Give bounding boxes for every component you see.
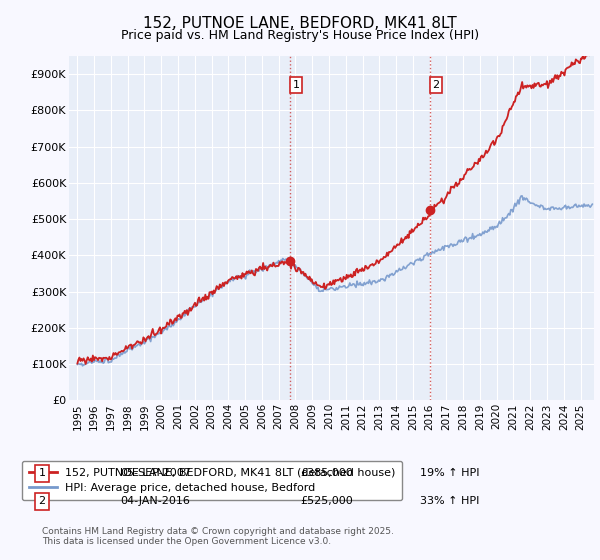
Text: 04-JAN-2016: 04-JAN-2016: [120, 496, 190, 506]
Text: 33% ↑ HPI: 33% ↑ HPI: [420, 496, 479, 506]
Text: 2: 2: [38, 496, 46, 506]
Text: 05-SEP-2007: 05-SEP-2007: [120, 468, 191, 478]
Text: Price paid vs. HM Land Registry's House Price Index (HPI): Price paid vs. HM Land Registry's House …: [121, 29, 479, 42]
Text: £385,000: £385,000: [300, 468, 353, 478]
Text: 1: 1: [293, 80, 299, 90]
Text: 152, PUTNOE LANE, BEDFORD, MK41 8LT: 152, PUTNOE LANE, BEDFORD, MK41 8LT: [143, 16, 457, 31]
Text: 19% ↑ HPI: 19% ↑ HPI: [420, 468, 479, 478]
Text: Contains HM Land Registry data © Crown copyright and database right 2025.
This d: Contains HM Land Registry data © Crown c…: [42, 526, 394, 546]
Text: 1: 1: [38, 468, 46, 478]
Text: 2: 2: [433, 80, 439, 90]
Legend: 152, PUTNOE LANE, BEDFORD, MK41 8LT (detached house), HPI: Average price, detach: 152, PUTNOE LANE, BEDFORD, MK41 8LT (det…: [22, 461, 403, 500]
Text: £525,000: £525,000: [300, 496, 353, 506]
